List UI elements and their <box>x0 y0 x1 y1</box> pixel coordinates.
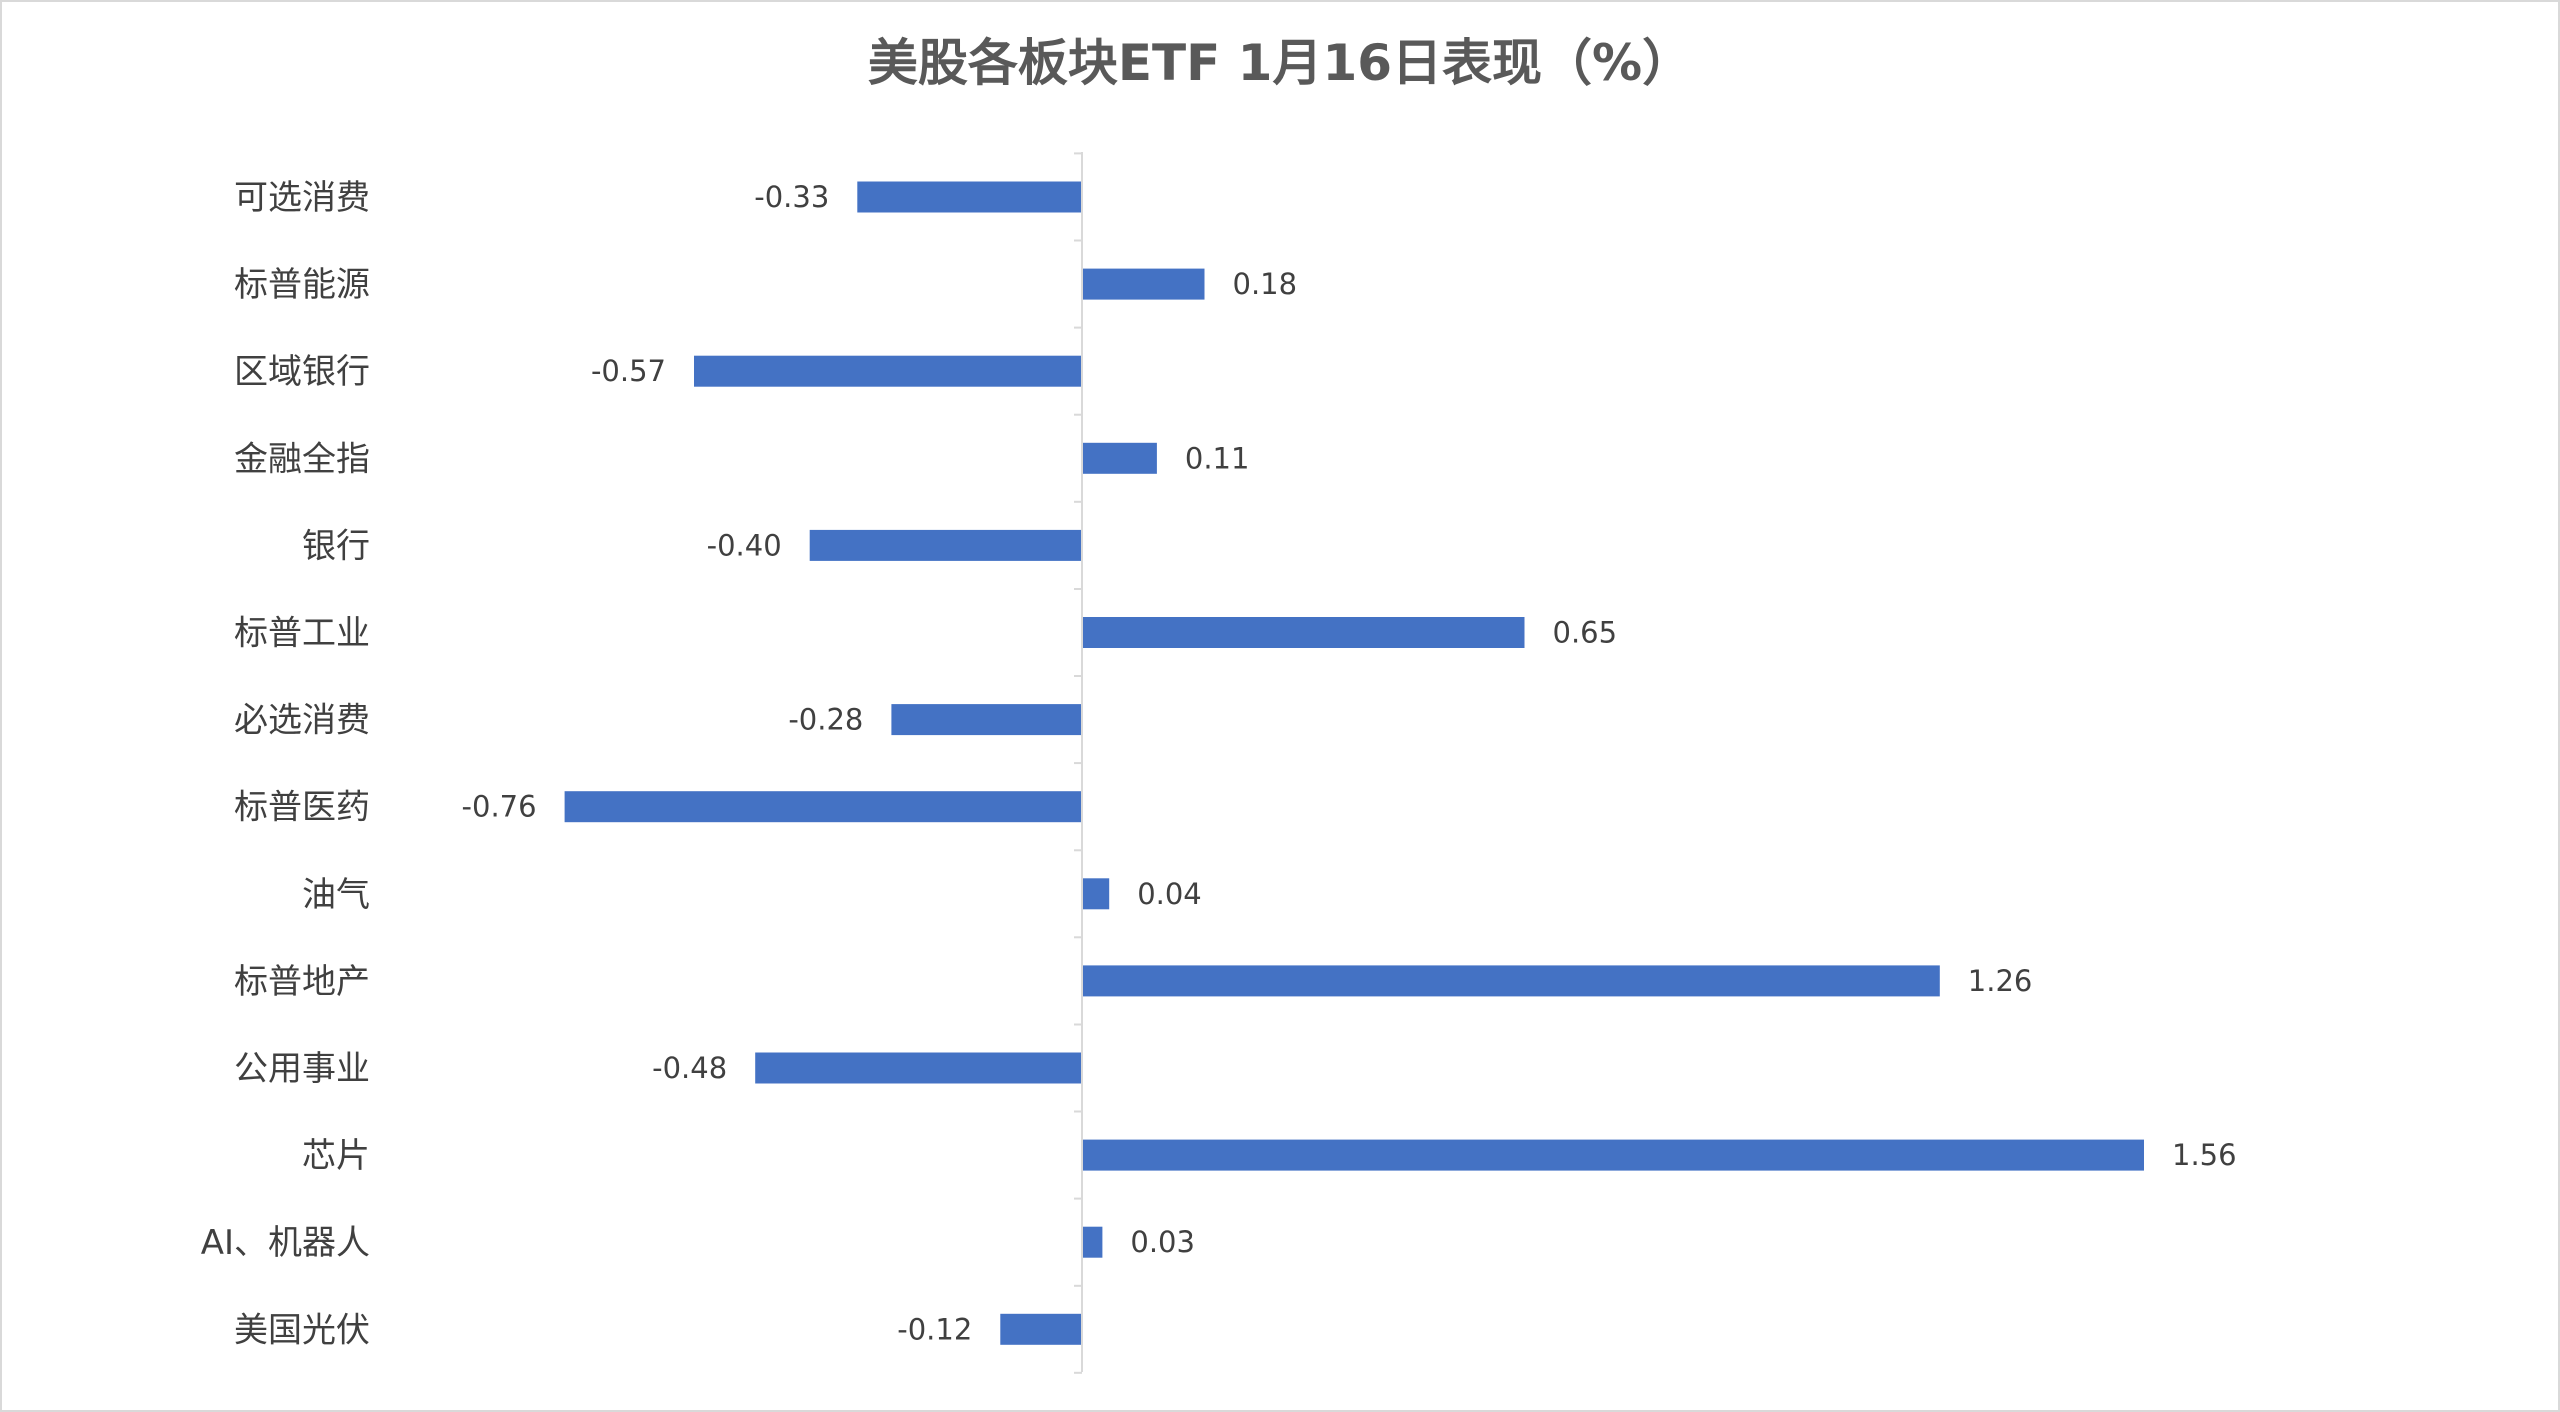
bar-13 <box>1082 1226 1103 1258</box>
category-label-14: 美国光伏 <box>234 1310 370 1350</box>
bar-6 <box>1082 617 1525 648</box>
data-label-7: -0.28 <box>788 703 863 737</box>
bar-10 <box>1082 965 1940 997</box>
bar-7 <box>891 704 1082 736</box>
category-label-11: 公用事业 <box>234 1049 370 1089</box>
category-label-10: 标普地产 <box>234 962 370 1002</box>
bar-2 <box>1082 268 1205 300</box>
category-label-7: 必选消费 <box>234 701 370 741</box>
bar-14 <box>1000 1313 1082 1345</box>
category-label-13: AI、机器人 <box>201 1223 370 1263</box>
data-label-10: 1.26 <box>1968 964 2033 998</box>
data-label-4: 0.11 <box>1185 441 1250 475</box>
data-label-1: -0.33 <box>754 180 829 214</box>
data-label-14: -0.12 <box>897 1312 972 1346</box>
category-label-8: 标普医药 <box>234 788 370 828</box>
bar-8 <box>564 791 1082 823</box>
category-label-1: 可选消费 <box>234 178 370 218</box>
bar-4 <box>1082 442 1157 474</box>
bar-12 <box>1082 1139 2144 1171</box>
bar-11 <box>755 1052 1082 1084</box>
data-label-2: 0.18 <box>1233 267 1298 301</box>
category-label-4: 金融全指 <box>234 439 370 479</box>
bar-1 <box>857 181 1082 213</box>
category-label-2: 标普能源 <box>234 265 370 305</box>
bar-9 <box>1082 878 1110 910</box>
plot-area: 可选消费 -0.33 标普能源 0.18 区域银行 -0.57 金融全指 0.11 银行 -0.4… <box>201 152 2237 1374</box>
category-label-5: 银行 <box>302 526 370 566</box>
category-label-3: 区域银行 <box>234 352 370 392</box>
data-label-8: -0.76 <box>462 790 537 824</box>
category-label-6: 标普工业 <box>234 614 370 654</box>
category-label-9: 油气 <box>302 875 370 915</box>
data-label-9: 0.04 <box>1137 877 1202 911</box>
category-label-12: 芯片 <box>302 1136 370 1176</box>
data-label-6: 0.65 <box>1553 616 1618 650</box>
data-label-5: -0.40 <box>707 528 782 562</box>
bar-5 <box>809 529 1082 561</box>
data-label-11: -0.48 <box>652 1051 727 1085</box>
data-label-13: 0.03 <box>1130 1225 1195 1259</box>
data-label-3: -0.57 <box>591 354 666 388</box>
bar-3 <box>694 355 1082 387</box>
chart-title: 美股各板块ETF 1月16日表现（%） <box>868 34 1692 92</box>
data-label-12: 1.56 <box>2172 1138 2237 1172</box>
